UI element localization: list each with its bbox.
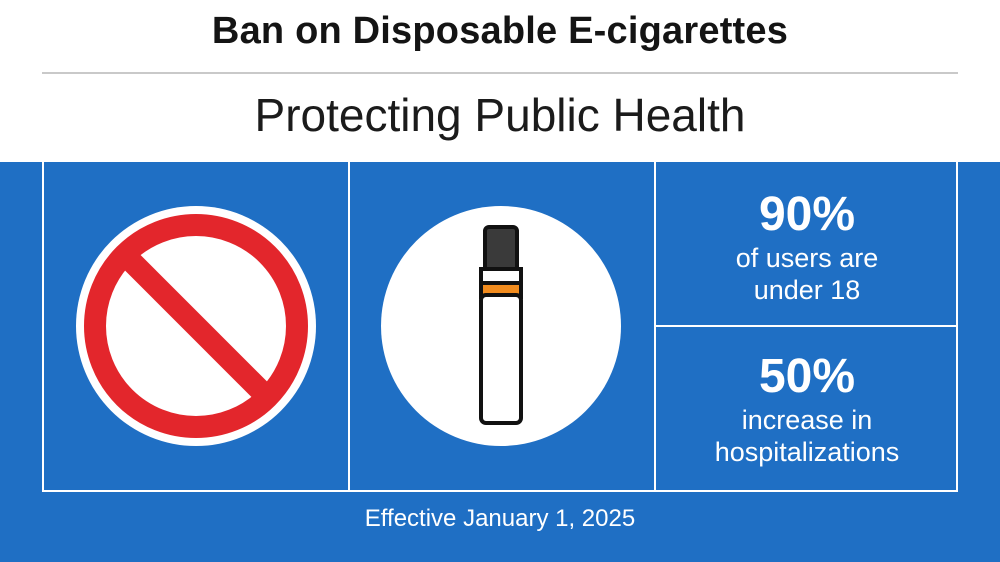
stat-label-line1: increase in (741, 405, 873, 435)
stat-hospitalizations: 50% increase in hospitalizations (656, 350, 958, 468)
stat-label-line2: hospitalizations (714, 437, 900, 467)
stat-label-line2: under 18 (753, 275, 861, 305)
column-divider-2 (654, 162, 656, 492)
stats-divider (656, 325, 958, 327)
e-cigarette-symbol (479, 225, 523, 425)
stat-value: 90% (758, 188, 856, 241)
page-subtitle: Protecting Public Health (254, 89, 746, 141)
page-title: Ban on Disposable E-cigarettes (211, 10, 789, 52)
prohibition-icon (76, 206, 316, 446)
prohibition-symbol (84, 214, 308, 438)
stat-value: 50% (758, 350, 856, 403)
stat-users-under-18: 90% of users are under 18 (656, 188, 958, 306)
stat-label-line1: of users are (735, 243, 879, 273)
column-divider-1 (348, 162, 350, 492)
title-divider (42, 72, 958, 74)
panel-frame (42, 162, 958, 492)
e-cigarette-icon (381, 206, 621, 446)
effective-date: Effective January 1, 2025 (364, 505, 636, 532)
header: Ban on Disposable E-cigarettes Protectin… (0, 0, 1000, 162)
